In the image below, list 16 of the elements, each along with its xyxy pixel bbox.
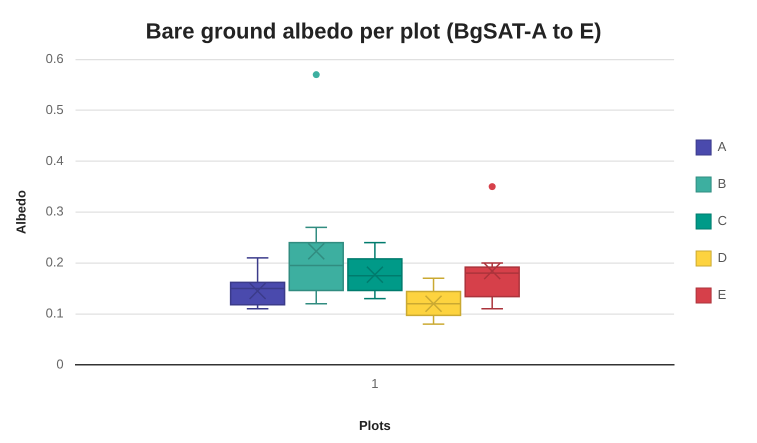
legend-label: B [718,176,726,192]
y-tick-label: 0.3 [46,204,64,219]
chart-title: Bare ground albedo per plot (BgSAT-A to E) [146,18,602,44]
y-tick-label: 0.2 [46,254,64,270]
legend-label: A [718,139,727,154]
y-tick-label: 0.4 [46,152,64,168]
legend-label: D [718,250,727,266]
y-tick-label: 0.1 [46,305,64,320]
legend-label: E [718,287,727,302]
y-axis-title: Albedo [13,190,28,234]
y-tick-label: 0.6 [46,50,64,66]
x-tick-label: 1 [371,376,379,392]
y-tick-label: 0 [56,356,64,372]
x-axis-title: Plots [358,418,391,433]
legend-label: C [718,213,727,228]
y-tick-label: 0.5 [46,102,64,117]
